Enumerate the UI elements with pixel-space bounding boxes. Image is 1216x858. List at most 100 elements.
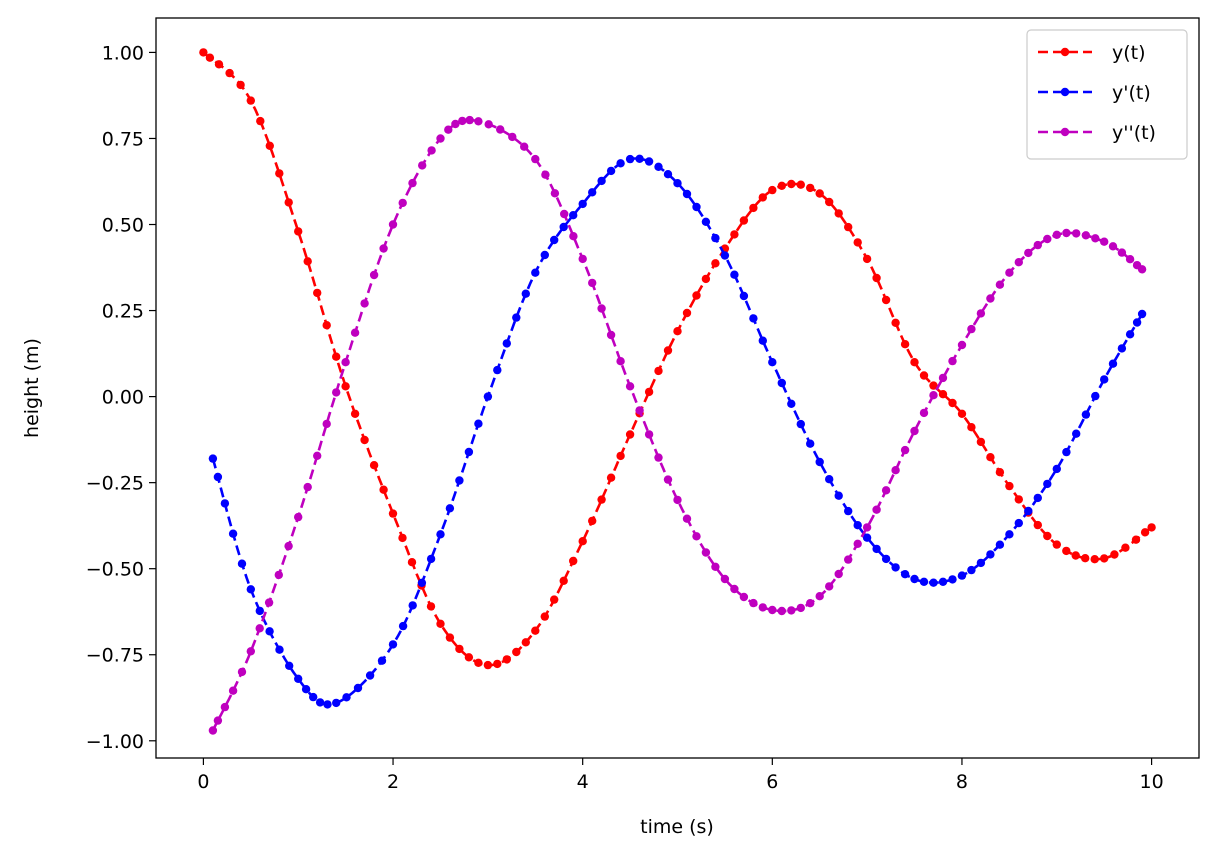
data-point [682, 189, 692, 199]
data-point [275, 169, 284, 178]
data-point [1062, 546, 1071, 556]
data-point [284, 198, 293, 207]
data-point [881, 295, 891, 305]
data-point [929, 391, 938, 400]
data-point [483, 392, 493, 401]
data-point [673, 327, 682, 336]
data-point [465, 115, 474, 125]
data-point [1147, 523, 1156, 532]
data-point [208, 726, 218, 735]
data-point [644, 430, 654, 439]
data-point [929, 381, 938, 390]
data-point [758, 336, 767, 345]
data-point [559, 576, 568, 585]
data-point [502, 655, 511, 664]
y-tick-label: −1.00 [86, 731, 144, 753]
data-point [720, 574, 730, 584]
data-point [246, 647, 255, 656]
data-point [1024, 248, 1033, 258]
data-point [711, 259, 720, 268]
data-point [246, 585, 255, 594]
data-point [1137, 309, 1147, 319]
data-point [303, 482, 312, 492]
data-point [1110, 550, 1119, 559]
data-point [313, 451, 322, 460]
data-point [692, 202, 701, 212]
data-point [322, 321, 331, 330]
data-point [265, 141, 274, 150]
data-point [1052, 540, 1062, 549]
data-point [834, 209, 843, 218]
data-point [237, 559, 247, 568]
data-point [606, 166, 616, 176]
data-point [862, 254, 872, 264]
x-tick-label: 0 [197, 771, 209, 793]
data-point [550, 189, 560, 198]
data-point [1043, 234, 1052, 244]
data-point [474, 117, 483, 126]
data-point [1014, 518, 1023, 528]
data-point [444, 125, 453, 134]
data-point [323, 700, 332, 709]
data-point [730, 584, 739, 594]
data-point [891, 563, 900, 572]
y-tick-label: −0.75 [86, 645, 144, 667]
data-point [588, 188, 597, 197]
data-point [531, 626, 540, 635]
data-point [1062, 228, 1071, 238]
data-point [458, 116, 467, 126]
data-point [910, 358, 919, 367]
data-point [815, 457, 824, 467]
data-point [213, 472, 223, 482]
x-tick-label: 10 [1139, 771, 1163, 793]
data-point [834, 491, 843, 500]
data-point [654, 453, 663, 462]
data-point [701, 217, 711, 226]
y-axis-label: height (m) [21, 338, 43, 438]
data-point [644, 157, 654, 166]
data-point [967, 324, 976, 334]
data-point [246, 96, 255, 105]
data-point [531, 154, 540, 164]
data-point [408, 178, 417, 188]
data-point [540, 612, 549, 621]
data-point [682, 514, 692, 523]
series-line [211, 157, 1144, 706]
data-point [806, 439, 815, 448]
data-point [976, 558, 986, 568]
data-point [701, 548, 711, 557]
data-point [559, 222, 568, 232]
data-point [451, 119, 460, 129]
data-point [616, 159, 625, 168]
data-point [521, 289, 530, 298]
data-point [550, 595, 559, 604]
data-point [844, 222, 853, 232]
data-point [853, 238, 862, 247]
data-point [455, 476, 464, 485]
data-point [342, 693, 351, 702]
series-1 [199, 48, 1156, 670]
x-tick-label: 4 [577, 771, 589, 793]
x-axis: 0 2 4 6 8 10 [197, 758, 1164, 793]
data-point [758, 193, 767, 202]
data-point [663, 170, 673, 179]
data-point [214, 60, 224, 69]
data-point [569, 556, 578, 566]
data-point [445, 633, 455, 642]
data-point [1100, 375, 1109, 384]
data-point [1091, 234, 1100, 243]
data-point [353, 683, 363, 693]
data-point [730, 270, 739, 279]
data-point [635, 406, 644, 415]
data-point [569, 211, 578, 220]
data-point [208, 454, 218, 463]
data-point [474, 419, 483, 428]
data-point [398, 621, 408, 631]
data-point [379, 244, 388, 253]
legend-label: y''(t) [1112, 122, 1156, 144]
data-point [341, 382, 350, 391]
data-point [986, 294, 995, 303]
data-point [426, 554, 436, 564]
data-point [825, 197, 834, 207]
